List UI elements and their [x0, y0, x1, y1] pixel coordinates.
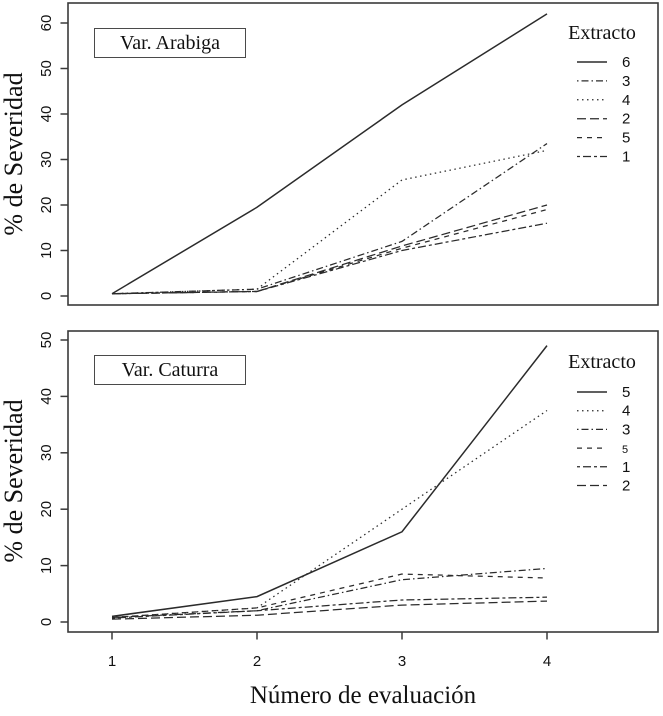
y-axis-title-top: % de Severidad — [0, 72, 28, 236]
y-tick-label: 30 — [38, 151, 55, 168]
legend-entry-label: 2 — [622, 478, 630, 495]
legend-entry-label: 4 — [622, 403, 630, 420]
legend-entry-label: 5 — [622, 384, 630, 401]
y-tick-label: 30 — [38, 444, 55, 461]
series-line-extracto-6 — [111, 13, 548, 295]
x-tick-label: 3 — [398, 653, 406, 670]
series-line-extracto-5 — [111, 345, 548, 618]
panel-frame — [67, 330, 659, 633]
series-line-extracto-5 — [111, 573, 548, 619]
legend-entry-label: 1 — [622, 459, 630, 476]
variety-label-caturra: Var. Caturra — [94, 355, 246, 385]
y-tick-label: 10 — [38, 242, 55, 259]
y-tick-label: 40 — [38, 388, 55, 405]
series-line-extracto-4 — [111, 409, 548, 619]
y-tick-label: 40 — [38, 106, 55, 123]
legend-entry-label: 5 — [622, 444, 628, 456]
y-tick-label: 20 — [38, 501, 55, 518]
series-line-extracto-1 — [111, 222, 548, 295]
series-line-extracto-4 — [111, 149, 548, 295]
series-line-extracto-3 — [111, 143, 548, 295]
legend-entry-label: 4 — [622, 92, 630, 109]
series-line-extracto-2 — [111, 204, 548, 295]
y-tick-label: 20 — [38, 197, 55, 214]
legend-title-bottom: Extracto — [568, 351, 636, 373]
series-line-extracto-2 — [111, 600, 548, 620]
panel-frame — [67, 2, 659, 306]
y-tick-label: 0 — [38, 292, 55, 300]
x-tick-label: 1 — [108, 653, 116, 670]
y-tick-label: 0 — [38, 618, 55, 626]
legend-entry-label: 5 — [622, 130, 630, 147]
legend-entry-label: 1 — [622, 149, 630, 166]
legend-entry-label: 6 — [622, 54, 630, 71]
legend-entry-label: 3 — [622, 421, 630, 438]
legend-title-top: Extracto — [568, 22, 636, 44]
series-line-extracto-3 — [111, 567, 548, 619]
x-axis-title: Número de evaluación — [249, 682, 477, 709]
legend-entry-label: 2 — [622, 111, 630, 128]
y-tick-label: 60 — [38, 15, 55, 32]
y-tick-label: 50 — [38, 60, 55, 77]
variety-label-arabiga: Var. Arabiga — [94, 28, 246, 58]
y-axis-title-bottom: % de Severidad — [0, 399, 28, 563]
y-tick-label: 10 — [38, 557, 55, 574]
x-tick-label: 2 — [253, 653, 261, 670]
legend-entry-label: 3 — [622, 73, 630, 90]
x-tick-label: 4 — [543, 653, 551, 670]
series-line-extracto-5 — [111, 208, 548, 295]
y-tick-label: 50 — [38, 332, 55, 349]
series-line-extracto-1 — [111, 596, 548, 619]
